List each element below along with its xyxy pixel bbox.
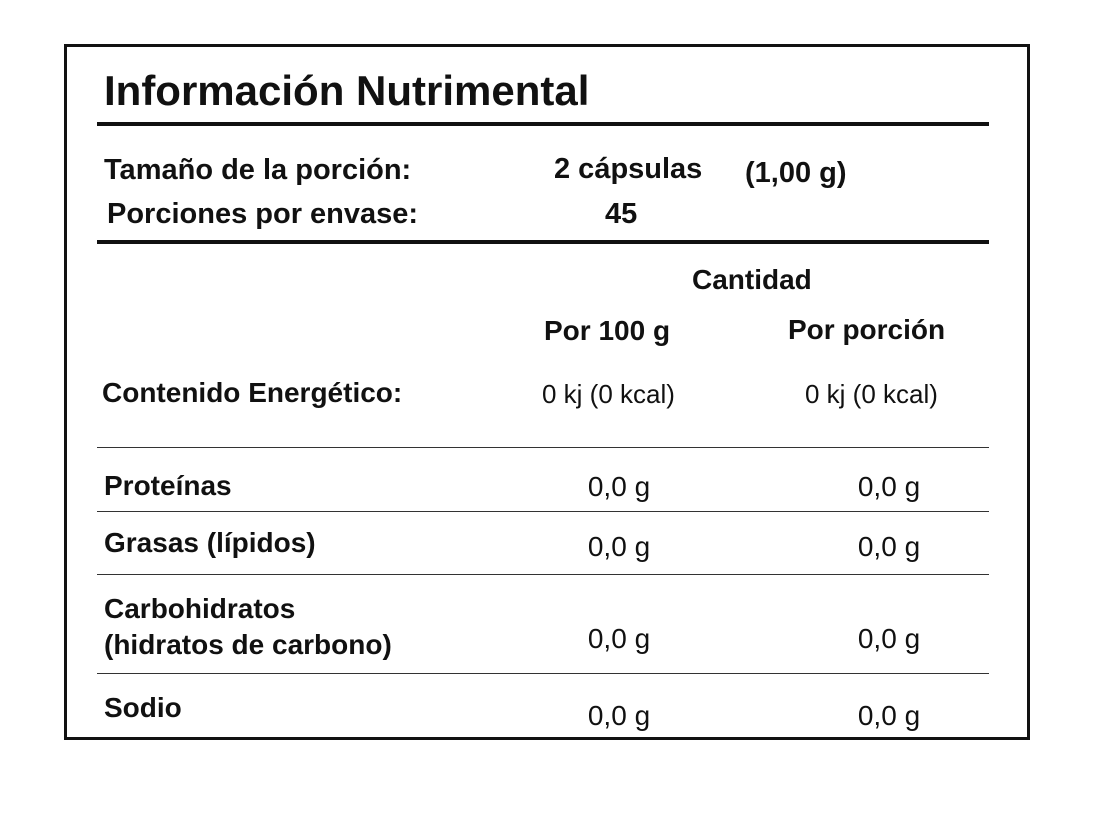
panel-title: Información Nutrimental — [104, 67, 590, 114]
row-divider — [97, 447, 989, 448]
amount-header: Cantidad — [692, 264, 812, 295]
serving-size-label: Tamaño de la porción: — [104, 154, 412, 186]
serving-size-value: 2 cápsulas — [554, 153, 703, 185]
row-divider — [97, 574, 989, 575]
nutrient-label-carbs-line1: Carbohidratos — [104, 593, 296, 624]
row-divider — [97, 511, 989, 512]
proteins-per-portion: 0,0 g — [857, 471, 921, 502]
proteins-per-100g: 0,0 g — [587, 471, 651, 502]
nutrient-label-carbs-line2: (hidratos de carbono) — [104, 629, 392, 660]
fats-per-portion: 0,0 g — [857, 531, 921, 562]
column-header-per-portion: Por porción — [788, 314, 946, 345]
serving-size-weight: (1,00 g) — [745, 157, 847, 189]
servings-per-container-label: Porciones por envase: — [107, 198, 419, 230]
nutrition-facts-panel: Información Nutrimental Tamaño de la por… — [64, 44, 1030, 740]
carbs-per-100g: 0,0 g — [587, 623, 651, 654]
energy-per-portion: 0 kj (0 kcal) — [805, 379, 938, 409]
nutrient-label-proteins: Proteínas — [104, 470, 232, 501]
sodium-per-portion: 0,0 g — [857, 700, 921, 731]
column-header-per-100g: Por 100 g — [544, 315, 671, 346]
energy-label: Contenido Energético: — [102, 377, 403, 408]
nutrient-label-sodium: Sodio — [104, 692, 182, 723]
serving-divider — [97, 240, 989, 244]
nutrient-label-fats: Grasas (lípidos) — [104, 527, 316, 558]
fats-per-100g: 0,0 g — [587, 531, 651, 562]
servings-per-container-value: 45 — [605, 198, 638, 230]
title-divider — [97, 122, 989, 126]
row-divider — [97, 673, 989, 674]
energy-per-100g: 0 kj (0 kcal) — [542, 379, 675, 409]
sodium-per-100g: 0,0 g — [587, 700, 651, 731]
carbs-per-portion: 0,0 g — [857, 623, 921, 654]
